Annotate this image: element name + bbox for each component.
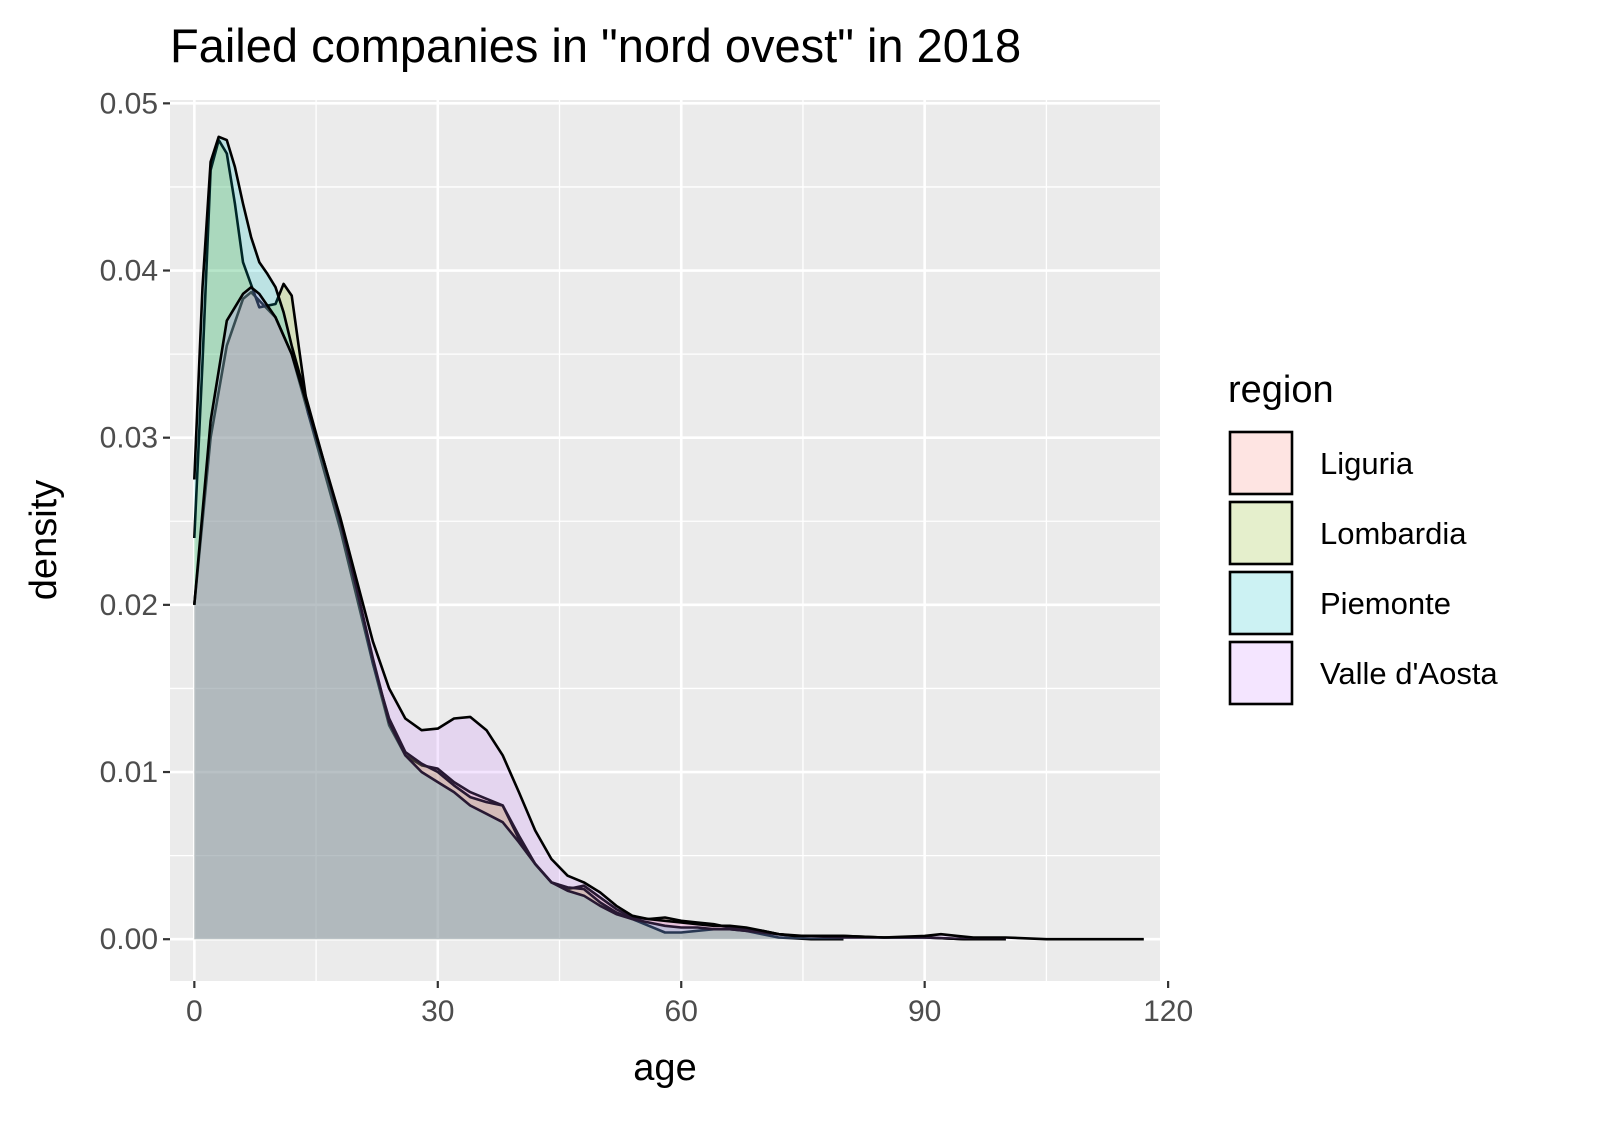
x-axis: 0 30 60 90 120 — [186, 981, 1193, 1028]
density-line-valle-d-aosta — [193, 285, 1144, 941]
legend-label-lombardia: Lombardia — [1320, 516, 1467, 551]
x-tick-label-60: 60 — [665, 995, 698, 1028]
legend-key-bg-piemonte — [1230, 572, 1292, 634]
legend-key-liguria — [1228, 430, 1294, 496]
density-line-piemonte — [193, 135, 1006, 941]
legend-key-bg-liguria — [1230, 432, 1292, 494]
density-area-valle-d-aosta — [194, 287, 1144, 940]
density-line-lombardia — [193, 138, 844, 941]
grid-minor — [170, 100, 1160, 981]
x-axis-title: age — [633, 1047, 696, 1089]
x-tick-label-90: 90 — [908, 995, 941, 1028]
chart-title: Failed companies in "nord ovest" in 2018 — [170, 19, 1021, 72]
legend-key-bg-valle-d-aosta — [1230, 642, 1292, 704]
legend-label-piemonte: Piemonte — [1320, 586, 1451, 621]
series-layer — [193, 135, 1144, 941]
x-tick-label-30: 30 — [421, 995, 454, 1028]
density-area-liguria — [194, 292, 1006, 940]
legend-key-valle-d-aosta — [1228, 640, 1294, 706]
legend-title: region — [1228, 369, 1334, 411]
density-area-lombardia — [194, 140, 844, 940]
plot-panel — [170, 100, 1160, 981]
grid-major — [170, 100, 1170, 981]
legend-label-valle-d-aosta: Valle d'Aosta — [1320, 656, 1498, 691]
legend-key-lombardia — [1228, 500, 1294, 566]
legend: region Liguria Lombardia Piemonte Valle d'A… — [1228, 369, 1498, 706]
y-tick-label-0.02: 0.02 — [100, 589, 158, 622]
y-axis: 0.00 0.01 0.02 0.03 0.04 0.05 — [100, 87, 170, 956]
y-tick-label-0.01: 0.01 — [100, 756, 158, 789]
legend-label-liguria: Liguria — [1320, 446, 1414, 481]
x-tick-label-120: 120 — [1143, 995, 1193, 1028]
y-tick-label-0.03: 0.03 — [100, 422, 158, 455]
y-tick-label-0.04: 0.04 — [100, 255, 158, 288]
legend-key-bg-lombardia — [1230, 502, 1292, 564]
y-tick-label-0.05: 0.05 — [100, 87, 158, 120]
legend-key-piemonte — [1228, 570, 1294, 636]
y-axis-title: density — [23, 480, 65, 600]
x-tick-label-0: 0 — [186, 995, 203, 1028]
y-tick-label-0.00: 0.00 — [100, 923, 158, 956]
